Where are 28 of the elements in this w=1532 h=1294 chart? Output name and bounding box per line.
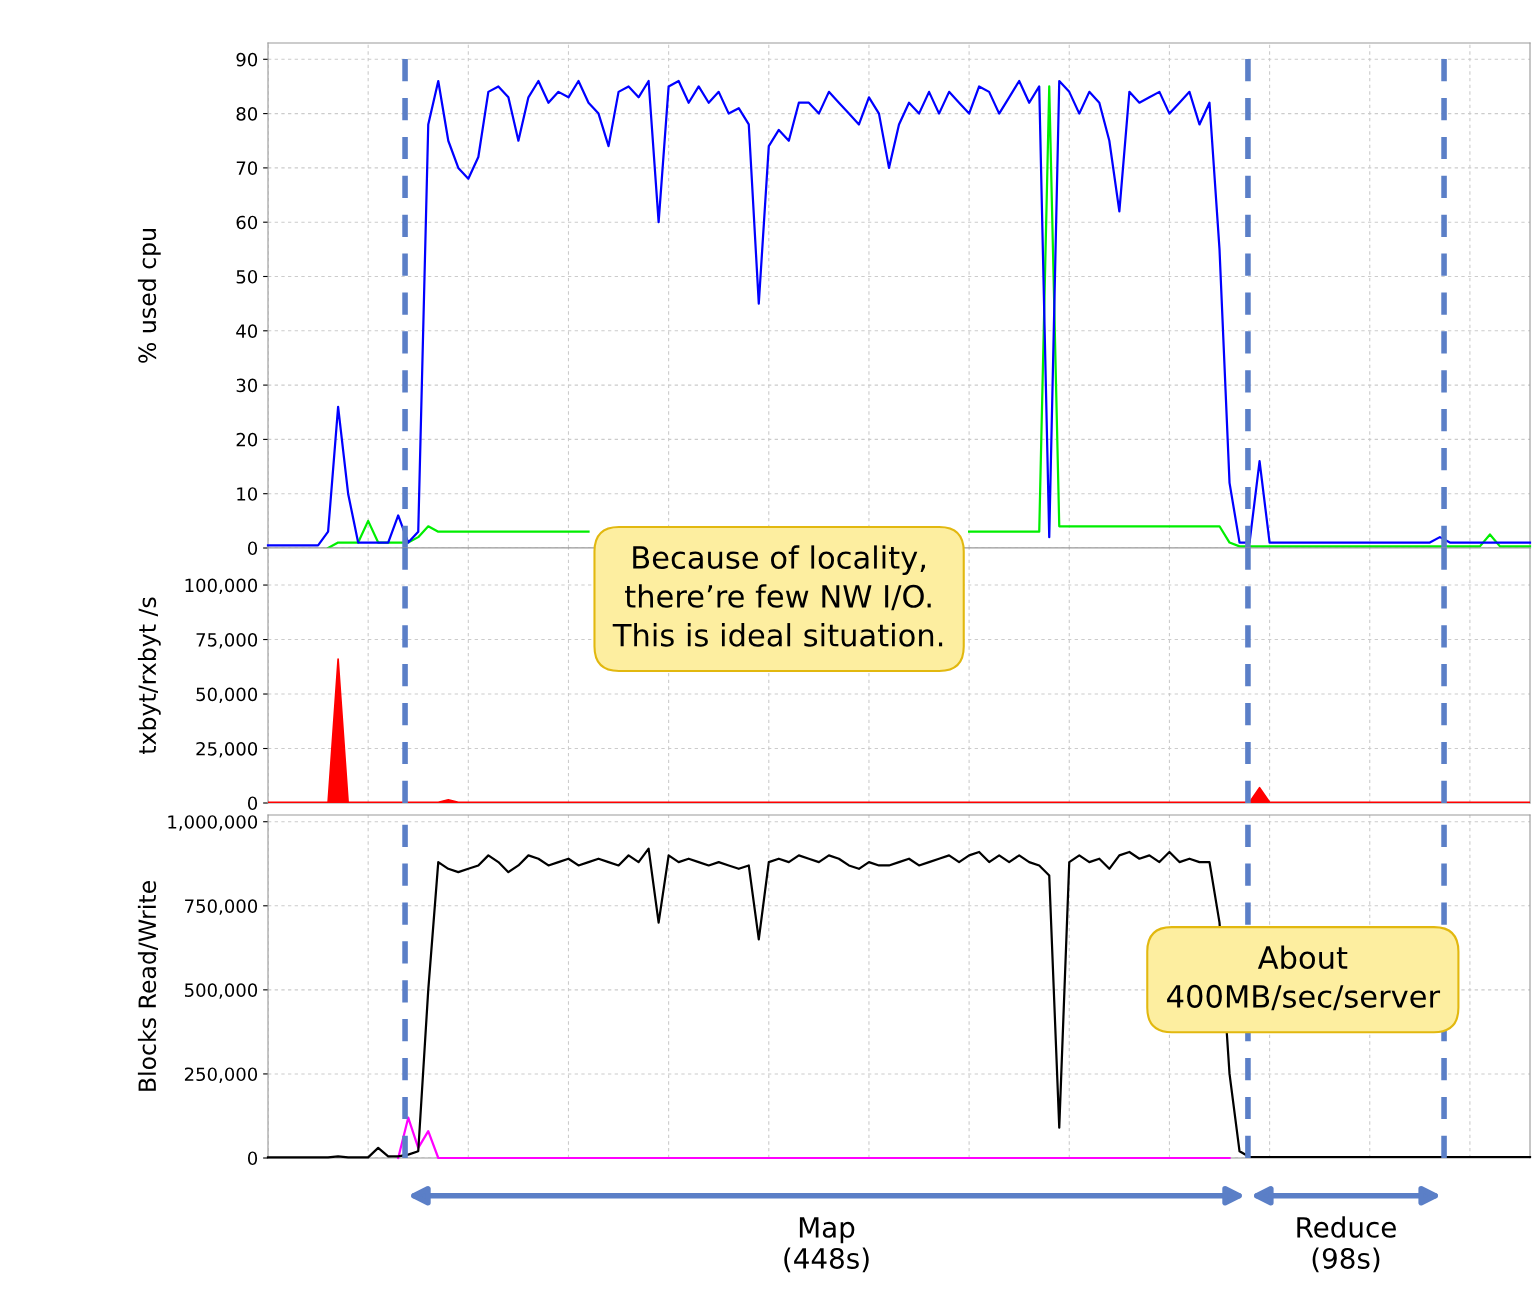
y-tick-label: 1,000,000 (168, 815, 258, 831)
line-series (397, 1116, 1231, 1160)
y-tick-label: 40 (236, 324, 258, 338)
y-tick-label: 70 (236, 161, 258, 176)
y-tick-label: 0 (247, 796, 258, 811)
y-tick-label: 60 (236, 215, 258, 230)
annotation: Because of locality, there’re few NW I/O. This is ideal situation. (612, 545, 943, 647)
y-tick-label: 90 (236, 52, 258, 67)
y-tick-label: 25,000 (196, 741, 258, 758)
y-tick-label: 50,000 (196, 687, 258, 703)
y-tick-label: 0 (247, 541, 258, 556)
y-tick-label: 10 (237, 487, 258, 501)
y-tick-label: 750,000 (185, 899, 258, 915)
y-tick-label: 20 (236, 432, 258, 447)
text: Map (448s) (784, 1217, 869, 1273)
y-tick-label: 0 (247, 1151, 258, 1166)
y-tick-label: 100,000 (185, 578, 258, 595)
y-tick-label: 500,000 (185, 983, 258, 999)
text: Reduce (98s) (1297, 1216, 1396, 1273)
y-tick-label: 80 (236, 107, 258, 121)
y-tick-label: 30 (236, 378, 258, 393)
y-axis-title: txbyt/rxbyt /s (137, 597, 161, 755)
y-axis-title: Blocks Read/Write (137, 881, 159, 1091)
y-axis-title: % used cpu (137, 229, 161, 363)
y-tick-label: 50 (236, 269, 258, 284)
y-tick-label: 250,000 (184, 1067, 258, 1083)
y-tick-label: 75,000 (196, 633, 258, 649)
annotation: About 400MB/sec/server (1167, 945, 1441, 1011)
